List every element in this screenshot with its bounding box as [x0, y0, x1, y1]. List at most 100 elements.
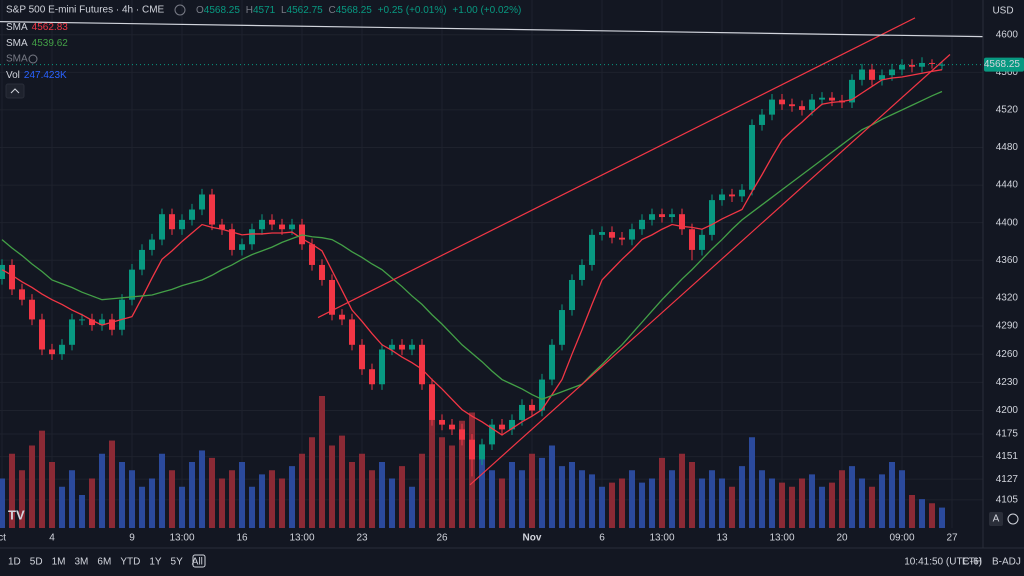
range-button[interactable]: All — [192, 557, 203, 568]
y-tick-label: 4400 — [996, 217, 1019, 228]
volume-bar — [359, 453, 365, 528]
y-tick-label: 4560 — [996, 67, 1019, 78]
sma-line — [1, 90, 943, 400]
volume-bar — [769, 478, 775, 528]
candle-body — [369, 369, 375, 385]
volume-bar — [499, 478, 505, 528]
volume-bar — [379, 462, 385, 528]
session[interactable]: ETH — [962, 557, 982, 568]
visibility-icon[interactable] — [174, 4, 186, 16]
y-tick-label: 4175 — [996, 429, 1019, 440]
volume-bar — [109, 440, 115, 528]
sma-line — [1, 69, 943, 436]
volume-bar — [239, 462, 245, 528]
candle-body — [549, 344, 555, 380]
volume-bar — [289, 466, 295, 528]
candle-body — [759, 114, 765, 125]
candle-body — [9, 264, 15, 290]
date-picker-icon[interactable] — [192, 554, 206, 568]
volume-bar — [529, 453, 535, 528]
candle-body — [379, 349, 385, 385]
ohlc-value: 4568.25 — [336, 5, 373, 16]
range-button[interactable]: 5Y — [171, 557, 184, 568]
candle-body — [359, 344, 365, 370]
auto-scale-button[interactable] — [989, 512, 1003, 526]
volume-bar — [549, 445, 555, 528]
volume-bar — [79, 495, 85, 528]
volume-bar — [819, 486, 825, 528]
volume-bar — [159, 453, 165, 528]
volume-bar — [539, 457, 545, 528]
volume-bar — [99, 453, 105, 528]
volume-bar — [629, 470, 635, 528]
volume-bar — [589, 474, 595, 528]
volume-bar — [169, 470, 175, 528]
candle-body — [249, 229, 255, 245]
range-button[interactable]: 1D — [8, 557, 21, 568]
range-button[interactable]: 6M — [97, 557, 111, 568]
candle-body — [809, 99, 815, 110]
candle-body — [159, 214, 165, 240]
candle-body — [69, 319, 75, 345]
trend-line[interactable] — [0, 21, 984, 38]
volume-bar — [799, 478, 805, 528]
candle-body — [519, 404, 525, 420]
candle-body — [669, 214, 675, 218]
currency-button[interactable] — [986, 3, 1020, 19]
volume-bar — [899, 470, 905, 528]
settings-icon[interactable] — [1007, 513, 1019, 525]
range-button[interactable]: 1M — [52, 557, 66, 568]
y-tick-label: 4151 — [996, 451, 1019, 462]
candle-body — [409, 344, 415, 350]
ohlc-value: 4571 — [253, 5, 276, 16]
volume-bar — [199, 450, 205, 528]
range-button[interactable]: 1Y — [149, 557, 162, 568]
change: +0.25 (+0.01%) — [378, 5, 447, 16]
adjustment[interactable]: B-ADJ — [992, 557, 1021, 568]
volume-bar — [789, 486, 795, 528]
candle-body — [229, 229, 235, 250]
collapse-button[interactable] — [5, 83, 25, 99]
candle-body — [529, 404, 535, 411]
volume-bar — [299, 453, 305, 528]
candle-body — [829, 97, 835, 101]
range-button[interactable]: YTD — [120, 557, 140, 568]
candle-body — [109, 319, 115, 330]
volume-bar — [909, 495, 915, 528]
change-total: +1.00 (+0.02%) — [452, 5, 521, 16]
candle-body — [679, 214, 685, 230]
candle-body — [719, 194, 725, 201]
volume-bar — [89, 478, 95, 528]
candle-body — [29, 299, 35, 320]
ohlc-key: C — [328, 5, 335, 16]
range-button[interactable]: 5D — [30, 557, 43, 568]
legend-name: SMA — [6, 38, 28, 49]
candle-body — [239, 244, 245, 250]
x-tick-label: 23 — [356, 533, 368, 544]
hidden-icon[interactable] — [28, 54, 38, 64]
volume-bar — [449, 445, 455, 528]
price-axis-panel — [983, 0, 1024, 528]
candle-body — [769, 99, 775, 115]
candle-body — [689, 229, 695, 250]
candle-body — [39, 319, 45, 350]
y-tick-label: 4600 — [996, 29, 1019, 40]
candle-body — [559, 310, 565, 345]
range-button[interactable]: 3M — [75, 557, 89, 568]
candle-body — [449, 424, 455, 430]
volume-bar — [209, 457, 215, 528]
trend-line[interactable] — [317, 17, 916, 319]
candle-body — [119, 299, 125, 330]
volume-bar — [579, 470, 585, 528]
volume-bar — [339, 435, 345, 528]
last-price-label: 4568.25 — [984, 59, 1021, 70]
x-tick-label: 26 — [436, 533, 448, 544]
x-tick-label: 20 — [836, 533, 848, 544]
candle-body — [589, 234, 595, 265]
volume-bar — [279, 478, 285, 528]
ohlc-key: L — [281, 5, 287, 16]
candle-body — [439, 419, 445, 425]
trend-line[interactable] — [469, 54, 951, 486]
volume-bar — [599, 486, 605, 528]
